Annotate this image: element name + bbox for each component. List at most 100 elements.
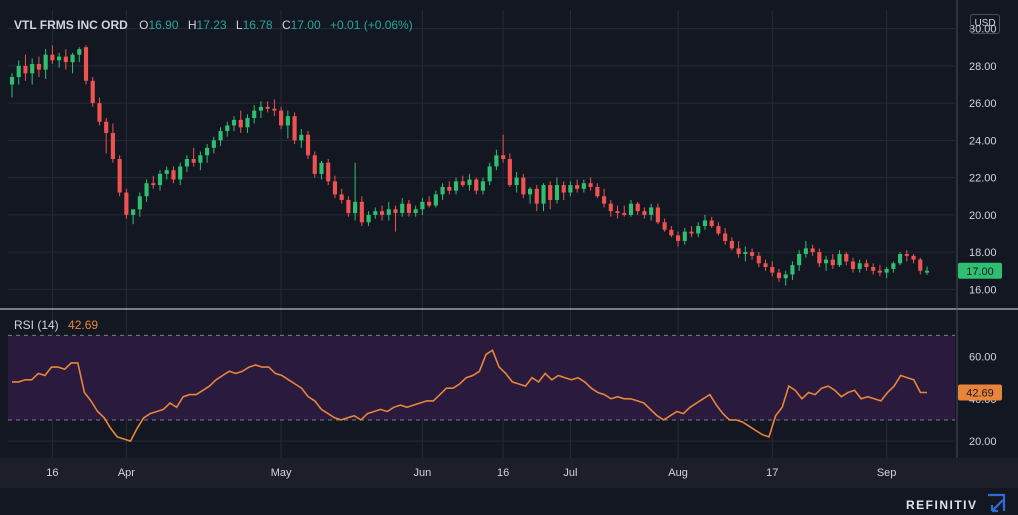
candle-body — [272, 108, 277, 111]
candle-body — [844, 253, 849, 262]
time-tick-label: Aug — [668, 467, 688, 479]
candle-body — [400, 203, 405, 214]
candle — [716, 222, 721, 236]
candle — [501, 134, 506, 163]
candle-body — [312, 155, 317, 174]
candle — [844, 252, 849, 266]
candle-body — [326, 162, 331, 182]
candle — [104, 118, 109, 154]
candle — [776, 268, 782, 282]
brand-arrow-icon — [988, 493, 1006, 513]
candle-body — [70, 54, 75, 63]
time-tick-label: Sep — [877, 467, 897, 479]
time-tick-label: Jul — [563, 467, 577, 479]
candle — [43, 49, 48, 79]
candle — [36, 56, 41, 78]
candle — [817, 248, 822, 268]
candle-body — [649, 207, 654, 215]
candle — [480, 177, 486, 195]
candle — [857, 259, 862, 273]
candle-body — [884, 268, 889, 273]
candle-body — [205, 147, 210, 156]
candle-body — [891, 263, 896, 269]
candle — [494, 149, 499, 171]
candle — [225, 121, 230, 137]
candle — [231, 116, 237, 132]
candle-body — [373, 211, 378, 215]
candle — [453, 177, 459, 195]
close-label: C — [281, 18, 291, 32]
candle — [561, 181, 566, 200]
candle — [144, 179, 149, 202]
candle — [110, 123, 115, 163]
candle-body — [628, 203, 634, 215]
candle-body — [413, 209, 418, 214]
candle-body — [366, 214, 371, 223]
candle-body — [904, 253, 909, 256]
candle — [178, 162, 183, 186]
footer-background — [0, 488, 1018, 515]
candle-body — [750, 252, 755, 256]
candle-body — [211, 140, 216, 148]
time-tick-label: 16 — [497, 467, 509, 479]
candle — [299, 129, 304, 148]
candle-body — [689, 231, 694, 234]
candle — [541, 183, 546, 212]
candle — [9, 73, 15, 98]
rsi-last-label: 42.69 — [966, 387, 994, 399]
brand-logo-text: REFINITIV — [906, 498, 978, 512]
currency-button[interactable]: USD — [970, 14, 1000, 34]
candle — [877, 265, 882, 277]
candle-body — [803, 248, 808, 254]
rsi-tick-label: 20.00 — [969, 436, 997, 448]
candle — [595, 183, 600, 199]
candle-body — [837, 253, 842, 266]
rsi-band-fill — [8, 335, 955, 420]
candle — [891, 261, 896, 273]
candle — [447, 181, 452, 195]
candle-body — [36, 64, 41, 70]
price-legend: VTL FRMS INC ORD O16.90 H17.23 L16.78 C1… — [14, 18, 413, 32]
candle — [373, 207, 378, 219]
candle — [662, 218, 667, 232]
candle — [568, 181, 573, 197]
candle-body — [588, 183, 593, 187]
candle — [824, 255, 829, 271]
candle — [198, 151, 203, 171]
candle — [218, 127, 223, 146]
candle-body — [279, 110, 284, 126]
candle-body — [231, 119, 237, 126]
candle — [252, 104, 257, 124]
candle-body — [90, 80, 95, 104]
candle-body — [97, 103, 102, 122]
candle — [514, 172, 519, 193]
candle-body — [642, 211, 647, 215]
price-tick-label: 24.00 — [969, 135, 997, 147]
candle-body — [474, 179, 479, 191]
candle-body — [850, 261, 856, 269]
rsi-line — [12, 348, 927, 443]
time-tick-label: Jun — [414, 467, 432, 479]
candle — [305, 131, 311, 159]
candle-body — [669, 229, 674, 236]
candle-body — [440, 186, 445, 195]
candle — [131, 209, 136, 225]
price-tick-label: 16.00 — [969, 284, 997, 296]
candle — [205, 144, 210, 163]
candle — [904, 250, 909, 262]
candle — [864, 259, 869, 271]
time-tick-label: Apr — [118, 467, 135, 479]
candle — [366, 211, 371, 227]
candle — [238, 110, 243, 133]
candle-body — [252, 110, 257, 119]
candle-body — [245, 118, 250, 128]
candle — [702, 214, 708, 230]
candle — [709, 216, 714, 228]
candle-body — [9, 77, 15, 85]
candle — [413, 205, 418, 217]
candle — [97, 97, 102, 126]
candle — [507, 153, 512, 187]
time-axis-background — [0, 458, 1018, 488]
candle — [682, 227, 687, 245]
